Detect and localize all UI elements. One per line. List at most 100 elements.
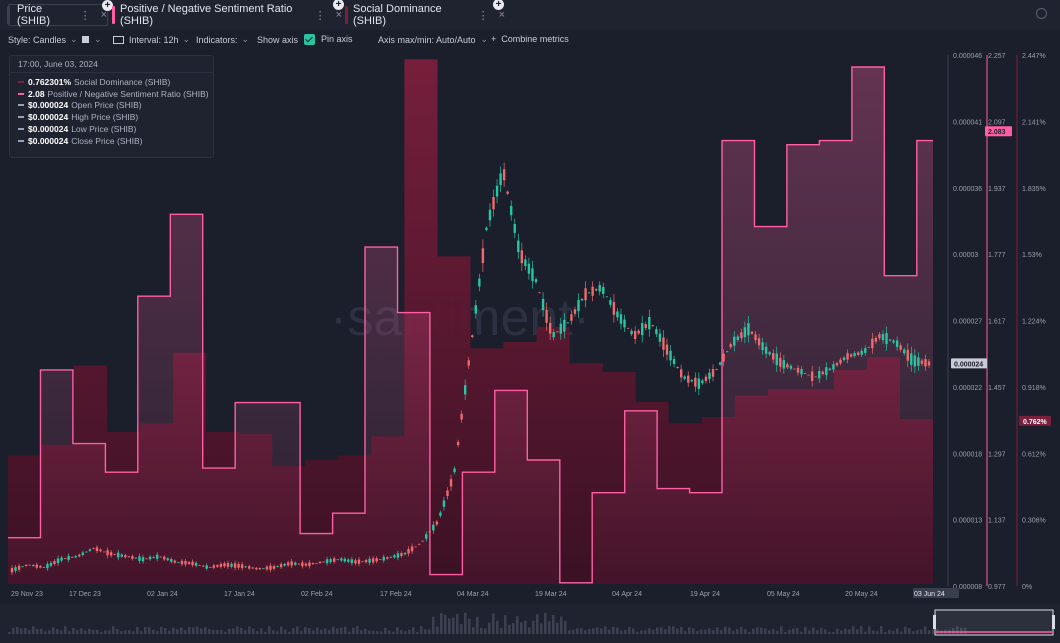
candle-body <box>580 298 584 301</box>
navigator-volume-bar <box>584 630 587 634</box>
candle-body <box>255 567 258 570</box>
social-dominance-axis-tick: 0.918% <box>1022 385 1046 392</box>
navigator-volume-bar <box>568 630 571 634</box>
add-metric-icon[interactable]: + <box>333 0 344 10</box>
navigator-volume-bar <box>408 629 411 634</box>
candle-body <box>687 375 690 383</box>
navigator-volume-bar <box>600 628 603 634</box>
tab-social-dominance[interactable]: Social Dominance (SHIB) ⋮ × + <box>345 0 505 27</box>
legend-value: $0.000024 <box>28 135 69 146</box>
more-options-icon[interactable]: ⋮ <box>79 9 91 22</box>
add-metric-icon[interactable]: + <box>102 0 113 11</box>
candle-body <box>414 546 417 548</box>
chevron-down-icon: ⌄ <box>94 34 102 44</box>
candle-body <box>499 173 502 186</box>
legend-row: 0.762301% Social Dominance (SHIB) <box>10 76 213 88</box>
candle-body <box>920 360 924 364</box>
checkbox-checked-icon[interactable] <box>304 34 316 45</box>
navigator-volume-bar <box>772 628 775 634</box>
navigator-volume-bar <box>892 630 895 634</box>
candle-body <box>127 556 131 558</box>
candle-body <box>722 353 725 362</box>
navigator-volume-bar <box>12 627 15 634</box>
chevron-down-icon: ⌄ <box>241 34 250 44</box>
legend-label: Close Price (SHIB) <box>71 135 143 146</box>
more-options-icon[interactable]: ⋮ <box>477 9 489 22</box>
navigator-volume-bar <box>608 629 611 634</box>
combine-metrics-button[interactable]: + Combine metrics <box>491 34 569 44</box>
tab-sentiment-ratio[interactable]: Positive / Negative Sentiment Ratio (SHI… <box>112 0 344 27</box>
navigator-background <box>0 604 1060 643</box>
candle-body <box>828 368 832 371</box>
close-icon[interactable]: × <box>100 9 107 21</box>
navigator-volume-bar <box>880 626 883 634</box>
candle-body <box>637 330 640 334</box>
candle-body <box>644 324 647 329</box>
navigator-volume-bar <box>216 630 219 634</box>
candle-body <box>513 224 516 233</box>
x-axis-tick: 17 Dec 23 <box>69 591 101 598</box>
navigator-volume-bar <box>860 626 863 634</box>
navigator-volume-bar <box>704 629 707 634</box>
candle-body <box>867 346 871 348</box>
show-axis-toggle[interactable]: Show axis <box>257 34 316 45</box>
navigator-volume-bar <box>424 629 427 634</box>
candle-body <box>24 564 28 567</box>
pin-axis-toggle[interactable]: Pin axis <box>321 34 353 44</box>
navigator-volume-bar <box>432 616 435 634</box>
navigator-volume-bar <box>48 630 51 634</box>
legend-value: $0.000024 <box>28 112 69 123</box>
candle-body <box>124 555 127 558</box>
plus-icon: + <box>491 34 497 44</box>
navigator-volume-bar <box>468 618 471 634</box>
legend-row: $0.000024 Low Price (SHIB) <box>10 123 213 135</box>
candle-body <box>39 565 42 568</box>
candle-body <box>212 565 216 568</box>
candle-body <box>170 559 173 562</box>
candle-body <box>223 563 226 567</box>
navigator-volume-bar <box>776 630 779 634</box>
candle-body <box>683 376 686 379</box>
navigator-volume-bar <box>736 629 739 634</box>
chart-legend: 17:00, June 03, 2024 0.762301% Social Dom… <box>9 55 214 158</box>
navigator-volume-bar <box>564 620 567 634</box>
candle-body <box>506 191 509 194</box>
style-dropdown[interactable]: Style: Candles ⌄ <box>8 34 78 45</box>
candle-body <box>389 556 393 558</box>
candle-body <box>761 342 764 351</box>
legend-row: 2.08 Positive / Negative Sentiment Ratio … <box>10 88 213 100</box>
color-dropdown[interactable]: ⌄ <box>82 34 102 45</box>
close-icon[interactable]: × <box>335 9 342 21</box>
navigator-volume-bar <box>648 628 651 634</box>
candle-body <box>605 296 609 298</box>
navigator-volume-bar <box>488 622 491 634</box>
navigator-left-handle[interactable] <box>933 615 936 629</box>
x-axis-tick: 05 May 24 <box>767 591 800 598</box>
candle-body <box>336 559 339 561</box>
navigator-volume-bar <box>756 627 759 634</box>
candle-body <box>715 369 718 370</box>
more-options-icon[interactable]: ⋮ <box>314 9 326 22</box>
circle-icon[interactable] <box>1036 8 1047 19</box>
navigator-volume-bar <box>292 628 295 634</box>
navigator-right-handle[interactable] <box>1052 615 1055 629</box>
navigator-volume-bar <box>224 631 227 634</box>
close-icon[interactable]: × <box>498 9 505 21</box>
axis-minmax-dropdown[interactable]: Axis max/min: Auto/Auto ⌄ <box>378 34 488 45</box>
candle-body <box>120 554 123 557</box>
social-dominance-axis-tick: 0% <box>1022 584 1032 591</box>
navigator-volume-bar <box>496 620 499 634</box>
navigator-volume-bar <box>368 630 371 634</box>
interval-dropdown[interactable]: Interval: 12h ⌄ <box>113 34 190 45</box>
navigator-volume-bar <box>528 627 531 634</box>
candle-body <box>240 564 244 569</box>
tab-price[interactable]: Price (SHIB) ⋮ × + <box>8 0 113 27</box>
candle-body <box>566 322 570 324</box>
candle-body <box>148 556 152 560</box>
legend-label: Positive / Negative Sentiment Ratio (SHI… <box>47 88 209 99</box>
add-metric-icon[interactable]: + <box>493 0 504 10</box>
candle-body <box>180 560 184 565</box>
indicators-dropdown[interactable]: Indicators: ⌄ <box>196 34 249 45</box>
navigator-volume-bar <box>396 627 399 634</box>
